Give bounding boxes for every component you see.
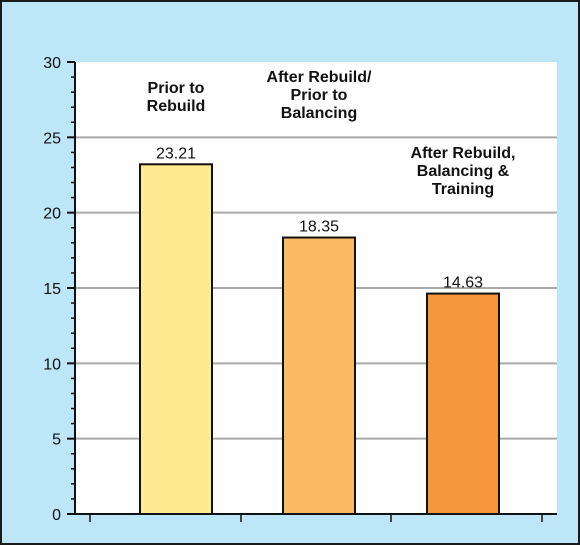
category-label-line: Prior to — [291, 87, 348, 104]
category-label-line: After Rebuild, — [411, 145, 516, 162]
data-labels: 23.21 18.35 14.63 — [156, 145, 483, 291]
data-label: 14.63 — [443, 275, 483, 292]
y-tick-label: 15 — [43, 281, 61, 298]
bars — [139, 163, 500, 516]
category-label: Prior to Rebuild — [147, 80, 206, 115]
category-label-line: After Rebuild/ — [267, 69, 372, 86]
bar — [282, 236, 356, 515]
y-tick-label: 30 — [43, 55, 61, 72]
category-label: After Rebuild/Prior to Balancing — [267, 69, 372, 122]
y-tick-label: 25 — [43, 130, 61, 147]
category-label: After Rebuild, Balancing & Training — [411, 145, 516, 198]
y-tick-label: 5 — [52, 432, 61, 449]
category-label-line: Balancing & — [417, 163, 510, 180]
y-tick-label: 0 — [52, 507, 61, 524]
category-label-line: Prior to — [148, 80, 205, 97]
category-label-line: Training — [432, 181, 494, 198]
category-label-line: Balancing — [281, 105, 357, 122]
data-label: 18.35 — [299, 219, 339, 236]
bar — [139, 163, 213, 515]
category-label-line: Rebuild — [147, 98, 206, 115]
y-axis-ticks: 0 5 10 15 20 25 30 — [43, 55, 543, 524]
bar — [426, 292, 500, 516]
y-tick-label: 10 — [43, 356, 61, 373]
y-tick-label: 20 — [43, 206, 61, 223]
data-label: 23.21 — [156, 145, 196, 162]
